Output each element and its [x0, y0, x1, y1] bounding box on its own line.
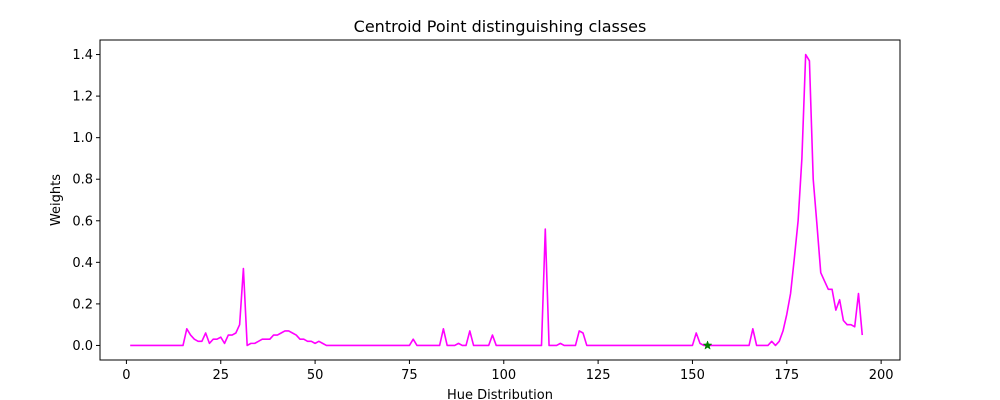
y-tick-label: 1.0	[72, 131, 93, 146]
x-tick-label: 125	[586, 368, 611, 383]
y-tick-label: 0.4	[72, 256, 93, 271]
x-tick-label: 75	[401, 368, 418, 383]
x-axis: 0 25 50 75 100 125 150 175 200	[122, 360, 894, 383]
series-line-0	[130, 53, 864, 347]
y-axis-label: Weights	[49, 174, 64, 226]
x-tick-label: 150	[680, 368, 705, 383]
x-axis-label: Hue Distribution	[447, 388, 553, 400]
x-tick-label: 175	[774, 368, 799, 383]
y-tick-label: 0.0	[72, 339, 93, 354]
y-tick-label: 0.8	[72, 173, 93, 188]
centroid-star-marker	[702, 340, 713, 350]
x-tick-label: 25	[212, 368, 229, 383]
x-tick-label: 100	[491, 368, 516, 383]
y-tick-label: 0.6	[72, 214, 93, 229]
y-axis: 0.0 0.2 0.4 0.6 0.8 1.0 1.2 1.4	[72, 48, 100, 354]
plot-frame	[99, 39, 901, 361]
x-tick-label: 0	[122, 368, 130, 383]
y-tick-label: 1.2	[72, 90, 93, 105]
x-tick-label: 200	[869, 368, 894, 383]
y-tick-label: 1.4	[72, 48, 93, 63]
plot-area	[130, 53, 864, 350]
y-tick-label: 0.2	[72, 297, 93, 312]
x-tick-label: 50	[307, 368, 324, 383]
chart-title: Centroid Point distinguishing classes	[354, 17, 647, 36]
